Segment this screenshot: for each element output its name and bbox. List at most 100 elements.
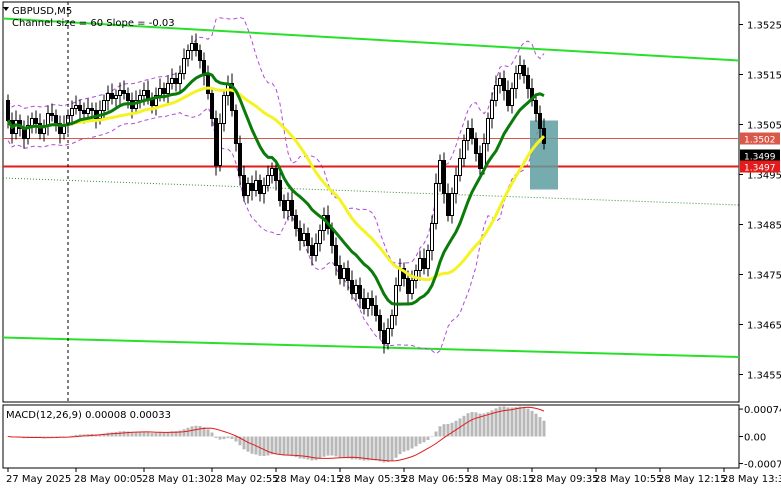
candle: [446, 183, 450, 222]
macd-bar: [250, 436, 254, 454]
candle: [422, 248, 426, 275]
macd-bar: [134, 432, 138, 437]
macd-bar: [514, 407, 518, 437]
candle: [378, 309, 382, 339]
candle: [390, 309, 394, 337]
slow-ma-line: [6, 86, 546, 282]
candle: [26, 115, 30, 145]
macd-bar: [226, 436, 230, 439]
macd-bar: [218, 436, 222, 440]
candle: [338, 255, 342, 285]
candle: [246, 177, 250, 204]
macd-bar: [502, 406, 506, 437]
macd-bar: [446, 424, 450, 437]
macd-bar: [306, 436, 310, 460]
candle: [190, 35, 194, 61]
candle: [50, 103, 54, 122]
macd-bar: [54, 436, 58, 437]
price-tag: 1.3497: [740, 160, 780, 174]
macd-bar: [410, 436, 414, 449]
macd-bar: [434, 431, 438, 437]
macd-bar: [118, 431, 122, 437]
candle: [490, 92, 494, 129]
macd-bar: [246, 436, 250, 452]
macd-bar: [210, 432, 214, 437]
candle: [470, 118, 474, 145]
macd-bar: [282, 436, 286, 456]
macd-bar: [374, 436, 378, 461]
macd-bar: [494, 408, 498, 437]
macd-bar: [182, 429, 186, 437]
candle: [426, 244, 430, 277]
candle: [78, 99, 82, 119]
candle: [266, 165, 270, 192]
macd-bar: [430, 436, 434, 437]
macd-bar: [426, 436, 430, 441]
candle: [70, 100, 74, 126]
macd-bar: [202, 427, 206, 437]
candle: [522, 59, 526, 84]
macd-bar: [214, 436, 218, 438]
candle: [334, 237, 338, 276]
candle: [498, 72, 502, 94]
macd-bar: [450, 422, 454, 437]
candle: [290, 190, 294, 222]
macd-bar: [362, 436, 366, 461]
macd-bar: [206, 429, 210, 437]
candle: [406, 270, 410, 304]
macd-bar: [174, 431, 178, 437]
candle: [230, 73, 234, 117]
macd-bar: [154, 432, 158, 437]
macd-bar: [314, 436, 318, 461]
macd-bar: [318, 436, 322, 459]
candle: [106, 85, 110, 111]
candle: [214, 110, 218, 176]
candle: [238, 135, 242, 186]
candle: [178, 65, 182, 94]
macd-signal-line: [7, 406, 545, 462]
candle: [194, 33, 198, 57]
candle: [294, 209, 298, 237]
macd-bar: [142, 431, 146, 437]
candle: [526, 67, 530, 99]
time-tick-label: 28 May 06:55: [402, 474, 471, 485]
macd-bar: [422, 436, 426, 443]
macd-pane[interactable]: MACD(12,26,9) 0.00008 0.00033: [2, 404, 740, 469]
macd-bar: [290, 436, 294, 457]
candle: [394, 277, 398, 326]
macd-bar: [186, 427, 190, 437]
macd-bar: [406, 436, 410, 451]
candle: [254, 170, 258, 197]
macd-bar: [382, 436, 386, 463]
macd-bar: [506, 407, 510, 437]
macd-bar: [350, 436, 354, 460]
macd-bar: [138, 432, 142, 437]
candle: [170, 68, 174, 90]
macd-bar: [162, 432, 166, 437]
symbol-dropdown-icon[interactable]: [3, 7, 9, 11]
macd-bar: [510, 407, 514, 437]
candle: [234, 104, 238, 152]
macd-bar: [146, 432, 150, 437]
macd-bar: [342, 436, 346, 458]
macd-bar: [466, 413, 470, 437]
macd-bar: [286, 436, 290, 456]
macd-bar: [170, 431, 174, 437]
candle: [362, 288, 366, 315]
candle: [198, 44, 202, 69]
candle: [174, 72, 178, 92]
macd-bar: [178, 430, 182, 437]
candle: [458, 148, 462, 182]
macd-bar: [402, 436, 406, 452]
macd-bar: [390, 436, 394, 461]
macd-bar: [478, 413, 482, 437]
macd-bar: [310, 436, 314, 461]
price-pane[interactable]: GBPUSD,M5 Channel size = 60 Slope = -0.0…: [2, 1, 740, 403]
macd-bar: [102, 433, 106, 437]
macd-tick-label: 0.00074: [744, 405, 781, 416]
macd-bar: [126, 431, 130, 437]
fast-ma-line: [6, 71, 545, 306]
macd-bar: [322, 436, 326, 457]
macd-bar: [534, 413, 538, 437]
